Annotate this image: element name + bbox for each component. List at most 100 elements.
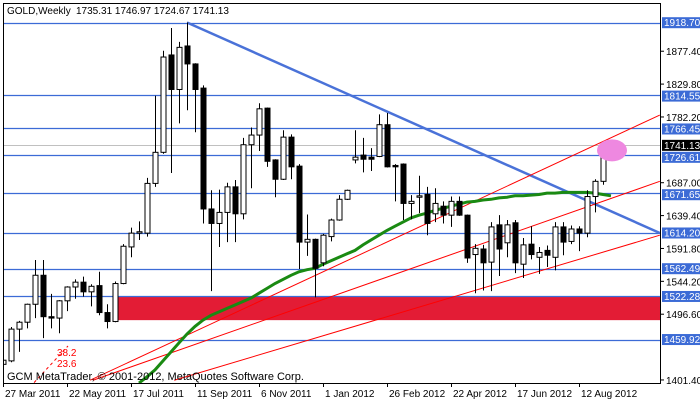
candle[interactable] (256, 103, 263, 151)
candle[interactable] (448, 196, 455, 227)
bear-candle-body (392, 164, 399, 168)
candle[interactable] (144, 177, 151, 237)
candle[interactable] (272, 159, 279, 198)
price-level-label: 1766.45 (664, 124, 700, 135)
candle[interactable] (400, 163, 407, 221)
candle[interactable] (512, 220, 519, 274)
candle[interactable] (584, 190, 591, 238)
candle[interactable] (336, 195, 343, 221)
candle[interactable] (568, 225, 575, 245)
candle[interactable] (344, 189, 351, 200)
candle[interactable] (408, 195, 415, 220)
candle[interactable] (360, 137, 367, 173)
candle[interactable] (120, 244, 127, 285)
candle[interactable] (216, 189, 223, 247)
bull-candle-body (344, 189, 351, 200)
x-tick-label: 12 Aug 2012 (581, 389, 638, 400)
bull-candle-body (72, 281, 79, 288)
candle[interactable] (312, 238, 319, 298)
support-zone (117, 296, 660, 321)
candle[interactable] (48, 293, 55, 329)
candle[interactable] (496, 215, 503, 276)
candle[interactable] (152, 95, 159, 187)
bear-candle-body (200, 87, 207, 210)
candle[interactable] (488, 222, 495, 292)
candle[interactable] (40, 260, 47, 339)
candle[interactable] (72, 279, 79, 299)
candle[interactable] (32, 260, 39, 319)
candle[interactable] (368, 148, 375, 171)
candle[interactable] (520, 237, 527, 279)
channel-trendline[interactable] (174, 234, 660, 381)
candle[interactable] (224, 182, 231, 243)
candle[interactable] (464, 214, 471, 263)
resistance-trendline[interactable] (186, 21, 660, 235)
candle[interactable] (504, 220, 511, 258)
candle[interactable] (160, 50, 167, 154)
bull-candle-body (552, 226, 559, 258)
candle[interactable] (328, 218, 335, 242)
candle[interactable] (24, 303, 31, 329)
candle[interactable] (288, 134, 295, 180)
candle[interactable] (440, 201, 447, 224)
bull-candle-body (64, 286, 71, 302)
candle[interactable] (352, 130, 359, 164)
y-tick-label: 1829.80 (666, 80, 700, 91)
candle[interactable] (136, 221, 143, 241)
candle[interactable] (592, 179, 599, 213)
x-tick-label: 17 Jul 2011 (133, 389, 184, 400)
candle[interactable] (456, 196, 463, 216)
candle[interactable] (16, 320, 23, 352)
candle[interactable] (576, 226, 583, 252)
bear-candle-body (456, 200, 463, 216)
candle[interactable] (208, 190, 215, 292)
candle[interactable] (392, 164, 399, 202)
candle[interactable] (96, 271, 103, 316)
candle[interactable] (416, 175, 423, 214)
candle[interactable] (560, 222, 567, 256)
candle[interactable] (376, 114, 383, 158)
candle[interactable] (424, 186, 431, 236)
candle[interactable] (432, 188, 439, 223)
candle[interactable] (128, 227, 135, 258)
candle[interactable] (240, 137, 247, 220)
candle[interactable] (232, 179, 239, 243)
bull-candle-body (352, 156, 359, 161)
bear-candle-body (528, 243, 535, 256)
bear-candle-body (296, 165, 303, 243)
candle[interactable] (544, 245, 551, 267)
candle[interactable] (472, 244, 479, 294)
bull-candle-body (328, 219, 335, 238)
candle[interactable] (56, 300, 63, 334)
bull-candle-body (56, 300, 63, 319)
candle[interactable] (184, 22, 191, 111)
candle[interactable] (80, 276, 87, 297)
channel-trendline[interactable] (92, 180, 660, 381)
plot-frame (3, 3, 661, 384)
candle[interactable] (536, 246, 543, 274)
candle[interactable] (320, 233, 327, 267)
candle[interactable] (64, 286, 71, 312)
candle[interactable] (248, 127, 255, 189)
candle[interactable] (88, 284, 95, 307)
candle[interactable] (8, 327, 15, 363)
candle[interactable] (112, 281, 119, 323)
candle[interactable] (200, 85, 207, 224)
x-tick-label: 1 Jan 2012 (325, 389, 375, 400)
candle[interactable] (176, 41, 183, 124)
candle[interactable] (304, 214, 311, 256)
bear-candle-body (104, 312, 111, 323)
price-level-label: 1522.28 (664, 292, 700, 303)
candle[interactable] (192, 63, 199, 133)
candle[interactable] (480, 244, 487, 291)
candle[interactable] (264, 107, 271, 167)
bull-candle-body (112, 283, 119, 323)
candle[interactable] (384, 112, 391, 168)
y-tick-label: 1687.00 (666, 179, 700, 190)
candle[interactable] (168, 28, 175, 174)
candle[interactable] (296, 164, 303, 270)
candle[interactable] (280, 130, 287, 180)
candle[interactable] (552, 222, 559, 271)
candle[interactable] (528, 226, 535, 260)
candle[interactable] (104, 304, 111, 329)
